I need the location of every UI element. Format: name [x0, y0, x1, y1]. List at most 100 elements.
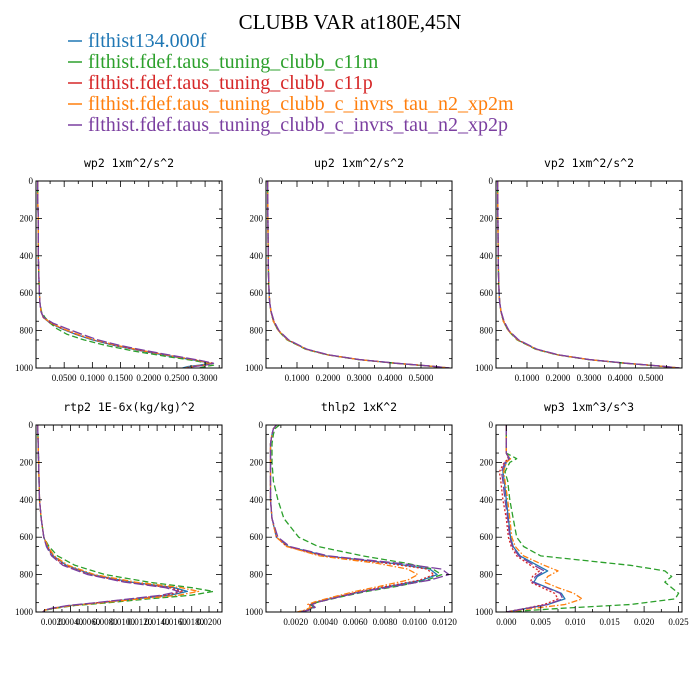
- y-tick-label-0-2: 400: [20, 251, 34, 261]
- y-tick-label-1-1: 200: [250, 213, 264, 223]
- legend-entry-4: flthist.fdef.taus_tuning_clubb_c_invrs_t…: [88, 114, 508, 136]
- series-line-0-1: [37, 181, 215, 368]
- panel-frame-2: [495, 180, 683, 369]
- series-line-2-2: [496, 181, 680, 368]
- series-line-5-0: [502, 425, 566, 612]
- series-line-0-0: [37, 181, 212, 368]
- panel-frame-1: [265, 180, 453, 369]
- x-tick-label-5-2: 0.010: [565, 617, 586, 627]
- series-line-5-3: [502, 425, 583, 612]
- panel-title-1: up2 1xm^2/s^2: [314, 156, 404, 170]
- series-group-1: [266, 181, 450, 368]
- x-tick-label-5-0: 0.000: [496, 617, 517, 627]
- panel-2: vp2 1xm^2/s^2 0 200 400 600 800 1000 0.1000 0.20…: [475, 156, 683, 383]
- x-tick-label-3-7: 0.0160: [162, 617, 187, 627]
- panel-4: thlp2 1xK^2 0 200 400 600 800 1000 0.0020 0.0040…: [245, 400, 457, 627]
- series-line-2-0: [496, 181, 679, 368]
- y-tick-label-3-4: 800: [20, 570, 34, 580]
- x-tick-label-3-3: 0.0080: [93, 617, 118, 627]
- x-tick-label-0-5: 0.3000: [193, 373, 218, 383]
- y-tick-label-3-0: 0: [29, 420, 34, 430]
- y-tick-label-3-2: 400: [20, 495, 34, 505]
- y-tick-label-5-4: 800: [480, 570, 494, 580]
- x-tick-label-0-3: 0.2000: [136, 373, 161, 383]
- series-line-1-0: [266, 181, 449, 368]
- series-line-0-4: [37, 181, 215, 368]
- x-tick-label-1-0: 0.1000: [285, 373, 310, 383]
- y-tick-label-5-2: 400: [480, 495, 494, 505]
- y-tick-label-3-1: 200: [20, 457, 34, 467]
- panel-title-0: wp2 1xm^2/s^2: [84, 156, 174, 170]
- x-tick-label-5-3: 0.015: [600, 617, 621, 627]
- series-line-1-1: [266, 181, 449, 368]
- series-line-5-2: [498, 425, 559, 612]
- x-tick-label-3-9: 0.0200: [197, 617, 222, 627]
- x-tick-label-1-1: 0.2000: [316, 373, 341, 383]
- x-tick-label-4-2: 0.0060: [343, 617, 368, 627]
- y-tick-label-1-2: 400: [250, 251, 264, 261]
- x-tick-label-3-8: 0.0180: [179, 617, 204, 627]
- x-tick-label-5-4: 0.020: [634, 617, 655, 627]
- panel-title-5: wp3 1xm^3/s^3: [544, 400, 634, 414]
- panel-3: rtp2 1E-6x(kg/kg)^2 0 200 400 600 800 1000 0.00…: [15, 400, 223, 627]
- series-line-2-1: [496, 181, 679, 368]
- series-line-3-4: [37, 425, 180, 612]
- x-tick-label-0-4: 0.2500: [165, 373, 190, 383]
- series-line-1-2: [266, 181, 450, 368]
- series-line-4-4: [269, 425, 450, 612]
- legend-entry-3: flthist.fdef.taus_tuning_clubb_c_invrs_t…: [88, 93, 514, 115]
- y-tick-label-5-1: 200: [480, 457, 494, 467]
- x-tick-label-0-0: 0.0500: [52, 373, 77, 383]
- y-tick-label-1-5: 1000: [245, 363, 264, 373]
- y-tick-label-4-1: 200: [250, 457, 264, 467]
- series-line-4-3: [269, 425, 419, 612]
- series-group-3: [37, 425, 214, 612]
- y-tick-label-1-4: 800: [250, 326, 264, 336]
- panel-title-3: rtp2 1E-6x(kg/kg)^2: [63, 400, 195, 414]
- series-group-2: [496, 181, 680, 368]
- y-tick-label-4-2: 400: [250, 495, 264, 505]
- panel-title-2: vp2 1xm^2/s^2: [544, 156, 634, 170]
- y-tick-label-4-0: 0: [259, 420, 264, 430]
- y-tick-label-2-0: 0: [489, 176, 494, 186]
- x-tick-label-3-5: 0.0120: [127, 617, 152, 627]
- x-tick-label-4-5: 0.0120: [432, 617, 457, 627]
- figure-title: CLUBB VAR at180E,45N: [239, 10, 462, 34]
- x-tick-label-2-4: 0.5000: [639, 373, 664, 383]
- series-line-2-4: [496, 181, 680, 368]
- y-tick-label-4-5: 1000: [245, 607, 264, 617]
- x-tick-label-2-0: 0.1000: [515, 373, 540, 383]
- y-tick-label-1-0: 0: [259, 176, 264, 186]
- legend-entry-1: flthist.fdef.taus_tuning_clubb_c11m: [88, 51, 379, 73]
- y-tick-label-0-4: 800: [20, 326, 34, 336]
- y-tick-label-0-5: 1000: [15, 363, 34, 373]
- series-line-1-4: [266, 181, 450, 368]
- panel-frame-3: [35, 424, 223, 613]
- y-tick-label-3-3: 600: [20, 532, 34, 542]
- x-tick-label-1-2: 0.3000: [347, 373, 372, 383]
- x-tick-label-5-1: 0.005: [531, 617, 552, 627]
- y-tick-label-5-5: 1000: [475, 607, 494, 617]
- legend-entry-2: flthist.fdef.taus_tuning_clubb_c11p: [88, 72, 373, 94]
- y-tick-label-4-4: 800: [250, 570, 264, 580]
- series-line-0-2: [37, 181, 215, 368]
- series-group-0: [37, 181, 215, 368]
- series-line-5-4: [500, 425, 564, 612]
- y-tick-label-2-3: 600: [480, 288, 494, 298]
- x-tick-label-3-1: 0.0040: [58, 617, 83, 627]
- y-tick-label-5-3: 600: [480, 532, 494, 542]
- x-tick-label-4-1: 0.0040: [313, 617, 338, 627]
- x-tick-label-1-3: 0.4000: [378, 373, 403, 383]
- y-tick-label-0-1: 200: [20, 213, 34, 223]
- series-group-4: [269, 425, 450, 612]
- chart-panels: wp2 1xm^2/s^2 0 200 400 600 800 1000 0.0500 0.10…: [15, 156, 689, 627]
- x-tick-label-1-4: 0.5000: [409, 373, 434, 383]
- x-tick-label-2-1: 0.2000: [546, 373, 571, 383]
- x-tick-label-3-2: 0.0060: [76, 617, 101, 627]
- series-line-0-3: [37, 181, 212, 368]
- series-line-4-0: [269, 425, 438, 612]
- series-line-5-1: [504, 425, 680, 612]
- y-tick-label-5-0: 0: [489, 420, 494, 430]
